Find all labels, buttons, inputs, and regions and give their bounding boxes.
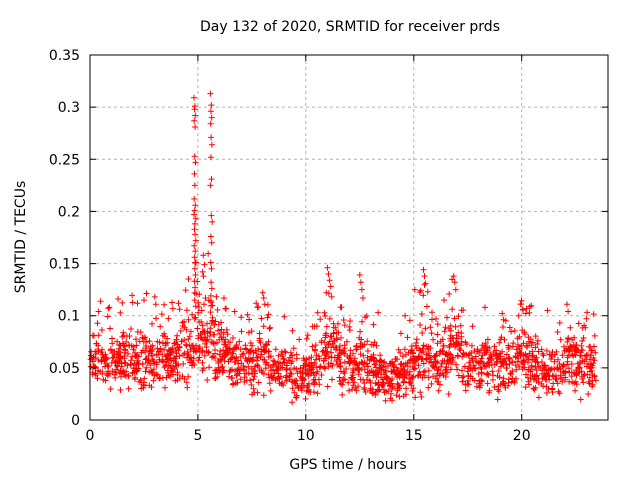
- y-tick-label: 0.2: [58, 204, 80, 220]
- y-tick-label: 0.15: [49, 257, 80, 273]
- y-tick-label: 0.1: [58, 309, 80, 325]
- y-tick-label: 0.35: [49, 48, 80, 64]
- scatter-points: [87, 90, 599, 406]
- y-tick-label: 0.25: [49, 152, 80, 168]
- x-tick-label: 10: [297, 428, 315, 444]
- x-tick-label: 5: [193, 428, 202, 444]
- chart-title: Day 132 of 2020, SRMTID for receiver prd…: [200, 19, 500, 35]
- x-axis-label: GPS time / hours: [289, 457, 406, 473]
- y-tick-label: 0.05: [49, 361, 80, 377]
- x-tick-label: 0: [86, 428, 95, 444]
- tick-label-layer: 0 5 10 15 20 0 0.05 0.1 0.15 0.2 0.25 0.3 0.35: [49, 48, 531, 444]
- axes-layer: [89, 54, 609, 421]
- y-tick-label: 0: [71, 413, 80, 429]
- x-tick-label: 15: [405, 428, 423, 444]
- x-tick-label: 20: [513, 428, 531, 444]
- plot-border: [89, 54, 609, 421]
- data-points-layer: [87, 90, 599, 406]
- y-tick-label: 0.3: [58, 100, 80, 116]
- y-axis-label: SRMTID / TECUs: [13, 181, 29, 294]
